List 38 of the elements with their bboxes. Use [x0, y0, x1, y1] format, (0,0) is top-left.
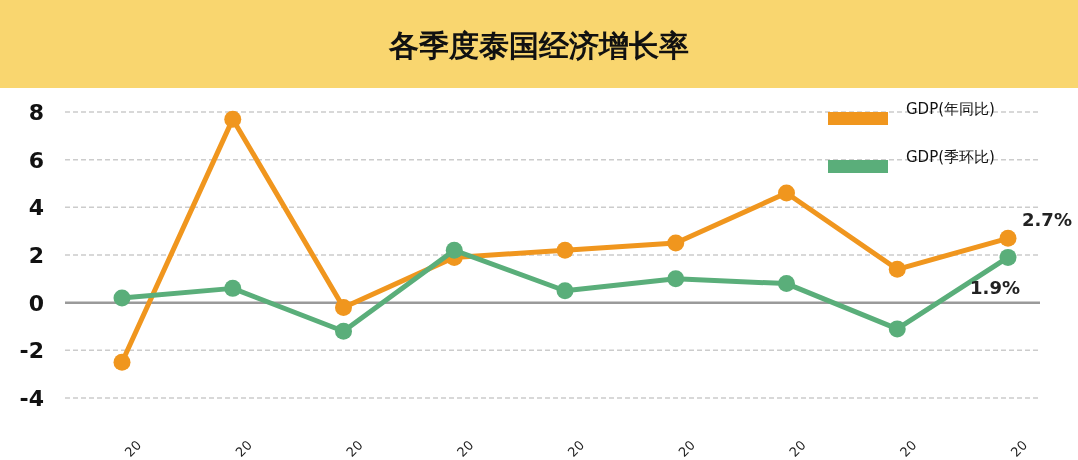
legend-label: GDP(年同比) — [906, 100, 995, 118]
point — [778, 184, 795, 202]
x-tick-label: 20 — [786, 437, 809, 460]
chart-title: 各季度泰国经济增长率 — [388, 28, 689, 63]
x-tick-label: 20 — [897, 437, 920, 460]
y-tick-label: 2 — [28, 243, 44, 268]
point — [888, 260, 906, 278]
point — [999, 248, 1017, 266]
point — [113, 289, 131, 307]
y-tick-label: 6 — [28, 147, 44, 173]
point — [999, 229, 1017, 247]
y-tick-label: -2 — [19, 338, 44, 364]
point — [445, 241, 463, 259]
x-tick-label: 20 — [343, 437, 366, 460]
data-label: 2.7% — [1022, 209, 1072, 231]
point — [224, 110, 242, 128]
point — [556, 241, 574, 259]
y-tick-label: 0 — [28, 290, 44, 316]
point — [888, 320, 906, 338]
point — [667, 270, 685, 288]
point — [335, 298, 352, 316]
point — [556, 282, 574, 300]
point — [335, 322, 352, 340]
x-tick-label: 20 — [232, 437, 255, 460]
y-tick-label: 4 — [28, 195, 44, 221]
data-label: 1.9% — [970, 277, 1020, 299]
legend-label: GDP(季环比) — [906, 148, 995, 166]
x-tick-label: 20 — [121, 437, 145, 460]
point — [113, 353, 131, 371]
x-tick-label: 20 — [564, 437, 588, 460]
y-tick-label: -4 — [19, 386, 44, 411]
point — [667, 234, 685, 252]
x-tick-label: 20 — [1007, 437, 1031, 460]
y-tick-label: 8 — [28, 100, 44, 125]
point — [224, 279, 242, 297]
point — [778, 275, 795, 293]
x-tick-label: 20 — [454, 437, 477, 460]
x-tick-label: 20 — [675, 437, 698, 460]
